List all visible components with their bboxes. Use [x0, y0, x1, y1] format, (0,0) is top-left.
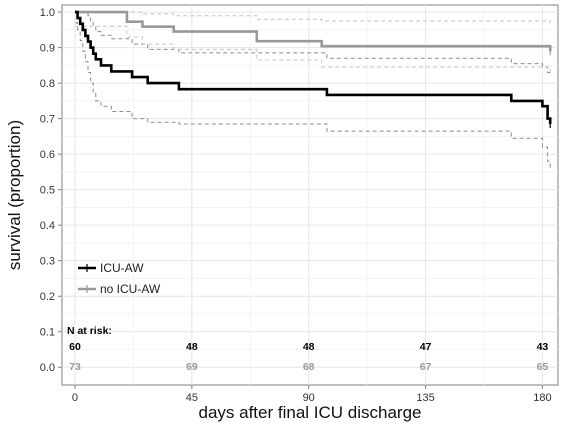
y-tick-label: 0.2 — [40, 291, 55, 303]
risk-count: 48 — [303, 341, 315, 353]
survival-curve — [75, 10, 552, 52]
plot-panel — [61, 4, 559, 386]
y-tick-label: 0.1 — [40, 327, 55, 339]
survival-curves — [75, 10, 552, 128]
ci-lower-line — [75, 22, 551, 171]
risk-count: 67 — [420, 361, 432, 373]
ci-lower-line — [75, 25, 551, 75]
risk-count: 43 — [537, 341, 549, 353]
x-tick-label: 180 — [533, 392, 551, 404]
y-tick-label: 0.3 — [40, 256, 55, 268]
x-tick-label: 45 — [186, 392, 198, 404]
x-axis-ticks: 0 45 90 135 180 — [72, 385, 552, 404]
y-tick-label: 1.0 — [40, 7, 55, 19]
risk-count: 69 — [186, 361, 198, 373]
risk-table-title: N at risk: — [67, 325, 112, 337]
legend-label: no ICU-AW — [100, 282, 161, 296]
y-tick-label: 0.7 — [40, 114, 55, 126]
risk-count: 65 — [537, 361, 549, 373]
y-tick-label: 0.6 — [40, 149, 55, 161]
risk-count: 47 — [420, 341, 432, 353]
ci-upper-line — [75, 11, 551, 23]
risk-count: 48 — [186, 341, 198, 353]
risk-table: N at risk: 60 48 48 47 43 73 69 68 67 65 — [67, 325, 548, 373]
y-axis-title: survival (proportion) — [5, 120, 24, 270]
x-axis-title: days after final ICU discharge — [199, 403, 422, 422]
x-tick-label: 0 — [72, 392, 78, 404]
y-tick-label: 0.8 — [40, 78, 55, 90]
legend: ICU-AW no ICU-AW — [78, 261, 161, 296]
y-axis-ticks: 0.0 0.1 0.2 0.3 0.4 0.5 0.6 0.7 0.8 0.9 1.0 — [40, 7, 62, 374]
risk-count: 60 — [69, 341, 81, 353]
y-tick-label: 0.5 — [40, 185, 55, 197]
survival-curve — [75, 10, 552, 124]
risk-count: 73 — [69, 361, 81, 373]
major-gridlines — [62, 5, 558, 385]
y-tick-label: 0.9 — [40, 43, 55, 55]
y-tick-label: 0.0 — [40, 362, 55, 374]
legend-label: ICU-AW — [100, 261, 144, 275]
risk-count: 68 — [303, 361, 315, 373]
x-tick-label: 90 — [303, 392, 315, 404]
minor-gridlines — [62, 5, 558, 385]
y-tick-label: 0.4 — [40, 220, 55, 232]
x-tick-label: 135 — [416, 392, 434, 404]
